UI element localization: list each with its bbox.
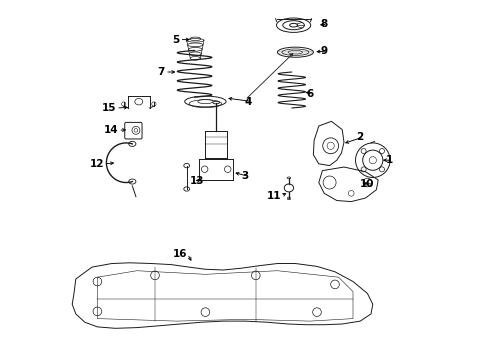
Text: 3: 3 <box>242 171 248 181</box>
Text: 9: 9 <box>320 46 328 56</box>
Text: 13: 13 <box>190 176 205 186</box>
Text: 10: 10 <box>359 179 374 189</box>
Text: 7: 7 <box>158 67 165 77</box>
Text: 8: 8 <box>320 19 328 29</box>
Text: 12: 12 <box>89 159 104 169</box>
Text: 6: 6 <box>306 89 314 99</box>
Text: 14: 14 <box>104 125 118 135</box>
Text: 11: 11 <box>267 191 281 201</box>
Text: 2: 2 <box>357 132 364 142</box>
Text: 16: 16 <box>173 249 187 259</box>
Text: 1: 1 <box>385 155 392 165</box>
Text: 5: 5 <box>172 35 179 45</box>
Text: 15: 15 <box>101 103 116 113</box>
Text: 4: 4 <box>245 96 252 107</box>
